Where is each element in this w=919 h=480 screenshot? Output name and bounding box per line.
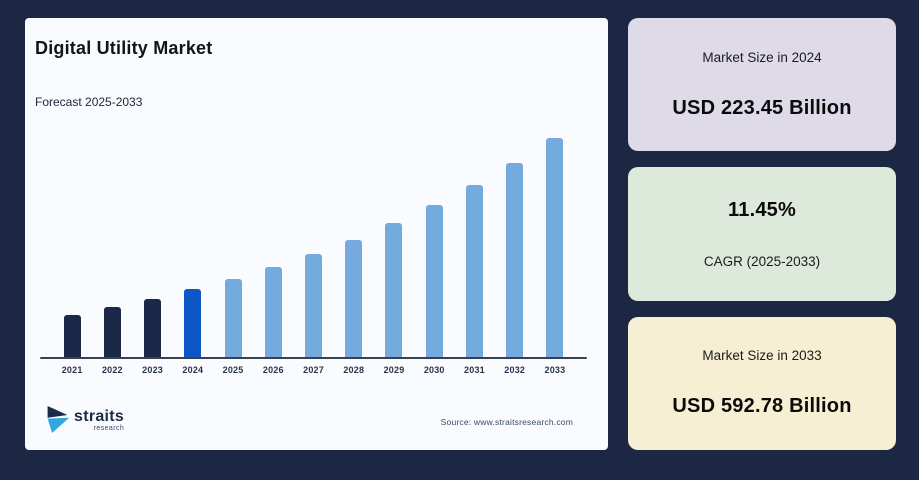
bar-chart: 2021 2022 2023 2024 2025 2026 2027 2028 2029 2030… bbox=[25, 118, 608, 398]
bar-2025 bbox=[224, 279, 242, 357]
x-tick-2024: 2024 bbox=[182, 365, 204, 375]
stat-label: Market Size in 2024 bbox=[702, 49, 822, 65]
logo-text: straits bbox=[74, 407, 125, 425]
x-tick-2021: 2021 bbox=[61, 365, 83, 375]
stat-panel-cagr: 11.45% CAGR (2025-2033) bbox=[628, 167, 896, 301]
bar-slot-2026 bbox=[253, 118, 293, 357]
x-tick-2029: 2029 bbox=[383, 365, 405, 375]
x-tick-2023: 2023 bbox=[142, 365, 163, 375]
bar-slot-2032 bbox=[495, 118, 535, 357]
x-axis-line bbox=[40, 357, 587, 359]
x-tick-2025: 2025 bbox=[222, 365, 244, 375]
bar-slot-2024 bbox=[173, 118, 213, 357]
bar-2023 bbox=[144, 299, 162, 357]
bar-slot-2033 bbox=[535, 118, 575, 357]
stat-value: 11.45% bbox=[728, 198, 796, 221]
bar-2022 bbox=[103, 307, 121, 357]
logo-wordmark: straits research bbox=[74, 408, 124, 432]
stat-panel-market-size-2024: Market Size in 2024 USD 223.45 Billion bbox=[628, 18, 896, 152]
logo-arrow-icon bbox=[47, 406, 70, 433]
x-tick-2032: 2032 bbox=[504, 365, 526, 375]
bar-2032 bbox=[506, 163, 524, 357]
x-tick-2031: 2031 bbox=[464, 365, 485, 375]
bar-slot-2031 bbox=[454, 118, 494, 357]
bar-2024 bbox=[184, 289, 202, 357]
bar-2026 bbox=[264, 267, 282, 357]
x-tick-2033: 2033 bbox=[544, 365, 566, 375]
stat-panel-market-size-2033: Market Size in 2033 USD 592.78 Billion bbox=[628, 316, 896, 450]
bar-slot-2022 bbox=[92, 118, 132, 357]
straits-research-logo: straits research bbox=[44, 404, 124, 435]
x-tick-2030: 2030 bbox=[423, 365, 445, 375]
x-tick-2027: 2027 bbox=[303, 365, 324, 375]
bar-slot-2027 bbox=[293, 118, 333, 357]
x-tick-2026: 2026 bbox=[262, 365, 284, 375]
stat-label: CAGR (2025-2033) bbox=[703, 253, 821, 269]
bar-series bbox=[52, 118, 575, 357]
bar-slot-2028 bbox=[334, 118, 374, 357]
bar-2031 bbox=[465, 185, 483, 357]
bar-slot-2025 bbox=[213, 118, 253, 357]
bar-2028 bbox=[345, 240, 363, 357]
source-text: Source: www.straitsresearch.com bbox=[440, 417, 573, 427]
stat-value: USD 223.45 Billion bbox=[672, 96, 852, 119]
bar-2030 bbox=[425, 205, 443, 357]
bar-slot-2030 bbox=[414, 118, 454, 357]
x-axis-labels: 2021 2022 2023 2024 2025 2026 2027 2028 2029 2030… bbox=[52, 365, 575, 375]
stat-label: Market Size in 2033 bbox=[702, 348, 822, 364]
bar-2029 bbox=[385, 223, 403, 357]
logo-subtext: research bbox=[93, 424, 125, 432]
chart-subtitle: Forecast 2025-2033 bbox=[35, 95, 143, 109]
chart-title: Digital Utility Market bbox=[35, 38, 213, 58]
bar-slot-2029 bbox=[374, 118, 414, 357]
bar-slot-2021 bbox=[52, 118, 92, 357]
stats-column: Market Size in 2024 USD 223.45 Billion 1… bbox=[628, 18, 896, 450]
bar-2033 bbox=[546, 138, 564, 357]
bar-2027 bbox=[305, 254, 323, 357]
bar-2021 bbox=[63, 315, 81, 357]
x-tick-2028: 2028 bbox=[343, 365, 365, 375]
stat-value: USD 592.78 Billion bbox=[672, 395, 852, 418]
chart-card: Digital Utility Market Forecast 2025-203… bbox=[25, 18, 608, 450]
x-tick-2022: 2022 bbox=[101, 365, 123, 375]
bar-slot-2023 bbox=[132, 118, 172, 357]
